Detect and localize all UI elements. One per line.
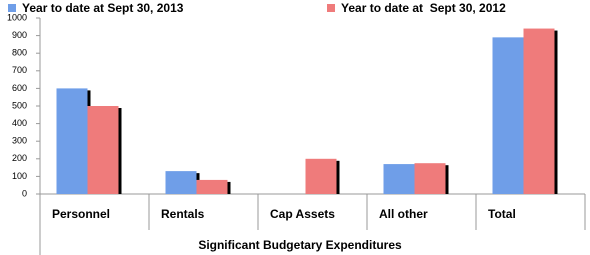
bar xyxy=(492,37,524,194)
y-tick-label: 900 xyxy=(12,30,27,40)
x-tick-label: Rentals xyxy=(161,207,205,221)
y-tick-label: 600 xyxy=(12,83,27,93)
y-tick-label: 300 xyxy=(12,136,27,146)
bar xyxy=(414,163,446,194)
x-tick-label: Personnel xyxy=(52,207,110,221)
y-tick-label: 100 xyxy=(12,171,27,181)
x-axis-label: Significant Budgetary Expenditures xyxy=(198,238,402,252)
x-tick-label: Total xyxy=(488,207,516,221)
bar xyxy=(305,158,337,194)
bar xyxy=(87,106,119,194)
legend-swatch xyxy=(327,4,335,12)
y-tick-label: 200 xyxy=(12,153,27,163)
y-tick-label: 400 xyxy=(12,118,27,128)
legend-label: Year to date at Sept 30, 2012 xyxy=(341,1,506,15)
legend-label: Year to date at Sept 30, 2013 xyxy=(22,1,184,15)
bar xyxy=(523,28,555,195)
bar xyxy=(56,88,88,194)
bar xyxy=(196,179,228,194)
y-tick-label: 1000 xyxy=(7,12,27,22)
x-tick-label: Cap Assets xyxy=(270,207,335,221)
bar xyxy=(165,171,197,194)
y-tick-label: 800 xyxy=(12,48,27,58)
y-tick-label: 500 xyxy=(12,100,27,110)
y-tick-label: 0 xyxy=(22,188,27,198)
y-tick-label: 700 xyxy=(12,65,27,75)
bar xyxy=(383,164,415,194)
x-tick-label: All other xyxy=(379,207,428,221)
legend-swatch xyxy=(8,4,16,12)
